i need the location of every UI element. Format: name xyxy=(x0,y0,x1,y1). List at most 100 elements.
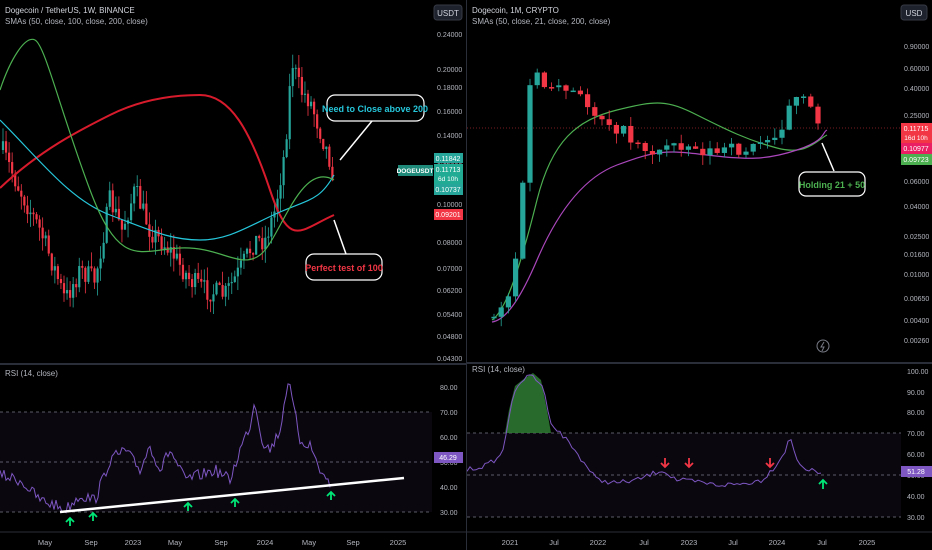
left-candle xyxy=(316,114,319,129)
left-candle xyxy=(26,205,29,215)
right-chart-canvas[interactable]: Holding 21 + 50 Dogecoin, 1M, CRYPTO SMA… xyxy=(467,0,932,550)
right-candle xyxy=(498,307,504,317)
right-price-tick: 0.00650 xyxy=(904,296,929,303)
left-time-label: 2024 xyxy=(257,538,274,547)
left-rsi-tick: 60.00 xyxy=(440,435,458,442)
right-title: Dogecoin, 1M, CRYPTO xyxy=(472,6,559,15)
left-time-label: May xyxy=(168,538,182,547)
right-price-tag-last-text: 0.11715 xyxy=(904,126,929,133)
left-candle xyxy=(75,284,78,288)
left-candle xyxy=(108,190,111,207)
left-candle xyxy=(255,235,258,255)
right-price-tick: 0.04000 xyxy=(904,204,929,211)
left-rsi-line xyxy=(0,383,331,514)
right-candle xyxy=(520,182,526,259)
right-price-tick: 0.00170 xyxy=(904,0,929,2)
left-time-axis: May Sep 2023 May Sep 2024 May Sep 2025 xyxy=(38,538,406,547)
left-price-tick: 0.05400 xyxy=(437,312,462,319)
left-candle xyxy=(181,264,185,280)
right-price-tag-sma21 xyxy=(901,143,932,154)
left-candle xyxy=(154,229,157,243)
left-price-scale: 0.240000.200000.180000.160000.140000.120… xyxy=(437,32,462,363)
left-candle xyxy=(261,238,264,250)
left-candle xyxy=(62,283,66,294)
right-candles xyxy=(491,68,821,327)
right-chart-panel[interactable]: Holding 21 + 50 Dogecoin, 1M, CRYPTO SMA… xyxy=(467,0,932,550)
right-candle xyxy=(721,147,727,153)
left-time-label: 2025 xyxy=(390,538,407,547)
left-candle xyxy=(38,219,41,228)
right-candle xyxy=(599,115,605,120)
right-candle xyxy=(527,85,533,183)
left-candle xyxy=(239,260,242,268)
left-candle xyxy=(267,236,270,238)
left-time-label: Sep xyxy=(214,538,227,547)
right-candle xyxy=(649,151,655,155)
left-candle xyxy=(288,86,291,140)
left-candle xyxy=(276,198,279,212)
right-candle xyxy=(556,85,562,88)
left-candle xyxy=(300,76,303,95)
right-price-tick: 0.01600 xyxy=(904,252,929,259)
left-candle xyxy=(218,282,221,286)
right-sma-label: SMAs (50, close, 21, close, 200, close) xyxy=(472,17,611,26)
left-candle xyxy=(78,266,81,288)
price-tag-sma-text: 0.11842 xyxy=(436,156,461,163)
right-price-scale: 0.900000.600000.400000.250000.150000.060… xyxy=(904,0,929,345)
currency-usdt-button[interactable] xyxy=(433,4,463,21)
annotation-holding: Holding 21 + 50 xyxy=(799,180,865,190)
left-candle xyxy=(102,242,105,259)
left-chart-canvas[interactable]: Need to Close above 200 Perfect test of … xyxy=(0,0,466,550)
left-candle xyxy=(313,101,316,115)
left-moving-averages xyxy=(0,38,335,261)
left-candle xyxy=(50,253,53,271)
right-moving-averages xyxy=(491,102,828,323)
left-candle xyxy=(20,190,23,197)
left-candle xyxy=(151,236,154,243)
left-candle xyxy=(93,268,96,283)
close-above-200-callout: Need to Close above 200 xyxy=(322,94,428,161)
left-candle xyxy=(319,128,322,139)
left-candle xyxy=(14,173,17,187)
left-candle xyxy=(69,290,72,298)
green-up-arrow-icon xyxy=(183,501,193,511)
right-candle xyxy=(635,142,641,145)
left-candle xyxy=(145,203,148,225)
left-candle xyxy=(11,162,14,174)
right-price-tick: 0.00260 xyxy=(904,338,929,345)
right-candle xyxy=(678,143,684,150)
right-time-axis: 2021 Jul 2022 Jul 2023 Jul 2024 Jul 2025 xyxy=(502,538,876,547)
right-time-label: Jul xyxy=(639,538,649,547)
left-candle xyxy=(233,276,236,283)
left-chart-panel[interactable]: Need to Close above 200 Perfect test of … xyxy=(0,0,466,550)
right-rsi-tick: 30.00 xyxy=(907,515,925,522)
left-candle xyxy=(148,224,151,237)
right-candle xyxy=(563,85,569,91)
right-rsi-arrows xyxy=(660,458,828,489)
lightning-icon[interactable] xyxy=(816,339,830,353)
left-candle xyxy=(215,282,218,295)
left-candle xyxy=(56,266,59,280)
right-price-tag-sma50-text: 0.09723 xyxy=(903,157,928,164)
right-time-label: Jul xyxy=(728,538,738,547)
left-rsi-tick: 50.00 xyxy=(440,460,458,467)
left-candle xyxy=(209,299,212,302)
left-candle xyxy=(47,235,50,254)
sma-50-line xyxy=(0,38,335,261)
annotation-perfect-test: Perfect test of 100 xyxy=(305,263,383,273)
currency-usd-button[interactable] xyxy=(900,4,928,21)
right-candle xyxy=(772,137,778,141)
left-candle xyxy=(279,185,282,199)
panel-divider[interactable] xyxy=(466,0,467,550)
right-candle xyxy=(549,87,555,89)
right-rsi-tick: 70.00 xyxy=(907,431,925,438)
right-price-tick: 0.01000 xyxy=(904,272,929,279)
right-candle xyxy=(693,146,699,149)
left-sma-label: SMAs (50, close, 100, close, 200, close) xyxy=(5,17,148,26)
left-time-label: Sep xyxy=(346,538,359,547)
left-candle xyxy=(105,206,108,243)
left-candle xyxy=(53,266,56,271)
left-candle xyxy=(175,253,178,259)
left-candle xyxy=(242,253,246,261)
price-tag-last-text: 0.11713 xyxy=(436,167,461,174)
